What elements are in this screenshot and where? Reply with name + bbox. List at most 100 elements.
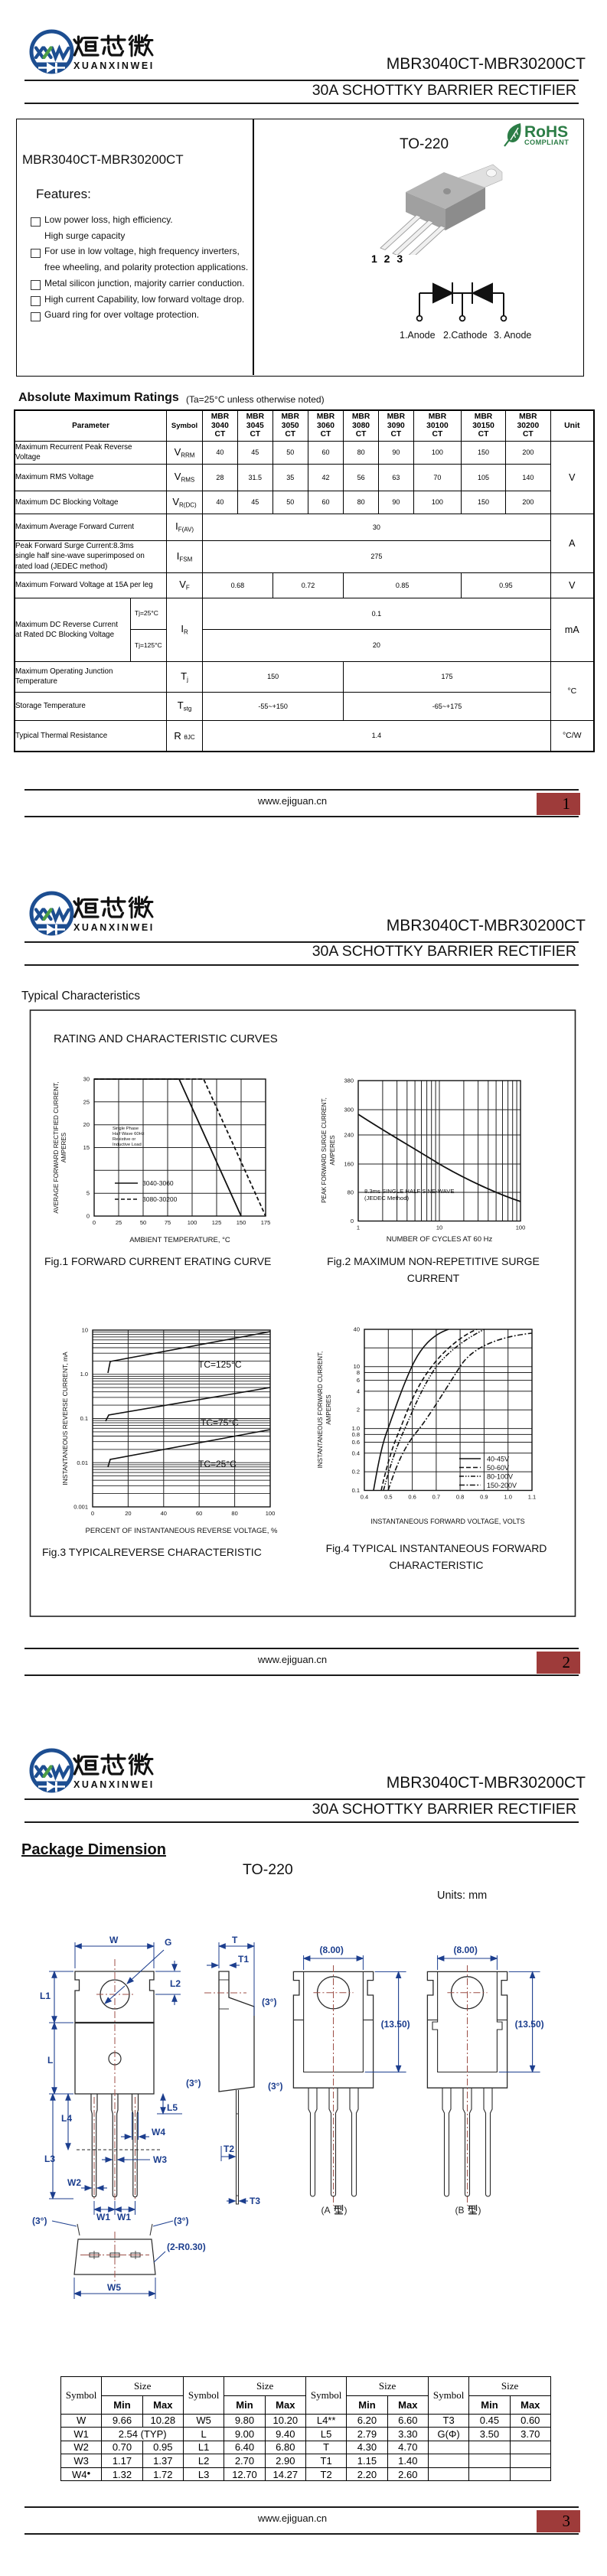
svg-text:25: 25 xyxy=(116,1219,122,1226)
svg-text:(13.50): (13.50) xyxy=(515,2019,544,2030)
svg-text:Half Wave 60Hz: Half Wave 60Hz xyxy=(113,1132,145,1136)
svg-text:Fig.2 MAXIMUM NON-REPETITIVE S: Fig.2 MAXIMUM NON-REPETITIVE SURGE xyxy=(327,1255,540,1267)
svg-text:W5: W5 xyxy=(107,2282,121,2293)
svg-text:(B: (B xyxy=(455,2205,465,2216)
svg-text:L5: L5 xyxy=(167,2102,178,2113)
svg-text:TC=25°C: TC=25°C xyxy=(198,1459,237,1469)
svg-text:Fig.1 FORWARD CURRENT ERATING: Fig.1 FORWARD CURRENT ERATING CURVE xyxy=(44,1255,271,1267)
svg-text:INSTANTANEOUS REVERSE CURRENT,: INSTANTANEOUS REVERSE CURRENT, mA xyxy=(61,1352,69,1485)
svg-text:T: T xyxy=(232,1935,238,1945)
svg-text:8.3ms SINGLE HALF SINE-WAVE: 8.3ms SINGLE HALF SINE-WAVE xyxy=(364,1188,454,1195)
svg-text:150: 150 xyxy=(237,1219,246,1226)
svg-text:CURRENT: CURRENT xyxy=(407,1272,460,1284)
svg-text:2: 2 xyxy=(357,1407,360,1414)
svg-text:(8.00): (8.00) xyxy=(320,1945,344,1955)
svg-text:0.9: 0.9 xyxy=(480,1494,488,1501)
svg-text:60: 60 xyxy=(196,1510,202,1517)
svg-text:AMPERES: AMPERES xyxy=(60,1133,67,1162)
svg-text:(A: (A xyxy=(321,2205,331,2216)
svg-text:W: W xyxy=(109,1935,119,1945)
svg-text:20: 20 xyxy=(83,1121,90,1128)
svg-text:XUANXINWEI: XUANXINWEI xyxy=(73,922,155,933)
svg-text:0.4: 0.4 xyxy=(361,1494,368,1501)
svg-text:175: 175 xyxy=(261,1219,271,1226)
svg-text:1.0: 1.0 xyxy=(504,1494,511,1501)
svg-text:1.0: 1.0 xyxy=(80,1371,88,1378)
svg-text:0.6: 0.6 xyxy=(408,1494,416,1501)
svg-text:L: L xyxy=(47,2055,53,2066)
svg-text:50-60V: 50-60V xyxy=(487,1464,509,1472)
svg-text:(8.00): (8.00) xyxy=(454,1945,478,1955)
svg-text:1.Anode: 1.Anode xyxy=(400,330,436,341)
svg-text:0.8: 0.8 xyxy=(352,1431,360,1438)
svg-text:0.1: 0.1 xyxy=(352,1487,360,1494)
svg-text:0: 0 xyxy=(351,1218,354,1224)
svg-text:40: 40 xyxy=(161,1510,167,1517)
svg-text:NUMBER OF CYCLES AT 60 Hz: NUMBER OF CYCLES AT 60 Hz xyxy=(387,1235,493,1244)
svg-text:4: 4 xyxy=(357,1387,360,1394)
svg-text:160: 160 xyxy=(344,1161,354,1168)
svg-text:2.Cathode: 2.Cathode xyxy=(443,330,488,341)
svg-text:AMBIENT TEMPERATURE, °C: AMBIENT TEMPERATURE, °C xyxy=(129,1236,230,1244)
svg-text:1.1: 1.1 xyxy=(528,1494,536,1501)
svg-text:10: 10 xyxy=(354,1363,360,1370)
svg-text:INSTANTANEOUS FORWARD VOLTAGE,: INSTANTANEOUS FORWARD VOLTAGE, VOLTS xyxy=(370,1518,524,1525)
svg-text:240: 240 xyxy=(344,1132,354,1139)
svg-text:RoHS: RoHS xyxy=(524,123,568,141)
svg-text:T1: T1 xyxy=(238,1954,249,1965)
svg-text:10: 10 xyxy=(436,1224,442,1231)
svg-text:Resistive or: Resistive or xyxy=(113,1137,135,1142)
svg-text:Single Phase: Single Phase xyxy=(113,1127,139,1131)
svg-text:30: 30 xyxy=(83,1076,90,1083)
svg-text:6: 6 xyxy=(357,1377,360,1384)
svg-text:AMPERES: AMPERES xyxy=(325,1394,332,1424)
svg-text:W2: W2 xyxy=(67,2177,81,2188)
svg-text:L3: L3 xyxy=(44,2154,55,2164)
svg-text:T2: T2 xyxy=(224,2144,234,2154)
svg-text:40-45V: 40-45V xyxy=(487,1456,509,1463)
svg-text:0.4: 0.4 xyxy=(352,1449,360,1456)
svg-text:(2-R0.30): (2-R0.30) xyxy=(167,2242,206,2252)
svg-text:G: G xyxy=(165,1937,171,1948)
svg-text:L2: L2 xyxy=(170,1978,181,1989)
svg-text:8: 8 xyxy=(357,1369,360,1376)
svg-text:0.001: 0.001 xyxy=(73,1504,88,1511)
svg-text:100: 100 xyxy=(188,1219,197,1226)
svg-text:1.0: 1.0 xyxy=(352,1425,360,1432)
svg-text:(3°): (3°) xyxy=(32,2216,47,2226)
svg-text:300: 300 xyxy=(344,1107,354,1114)
svg-text:L1: L1 xyxy=(40,1991,51,2001)
svg-text:TC=125°C: TC=125°C xyxy=(198,1359,242,1370)
svg-text:Fig.3 TYPICALREVERSE CHARACTER: Fig.3 TYPICALREVERSE CHARACTERISTIC xyxy=(42,1546,262,1558)
svg-text:50: 50 xyxy=(140,1219,146,1226)
svg-text:TC=75°C: TC=75°C xyxy=(201,1417,239,1428)
svg-text:0.7: 0.7 xyxy=(432,1494,440,1501)
svg-text:W3: W3 xyxy=(153,2154,167,2165)
svg-text:150-200V: 150-200V xyxy=(487,1482,517,1489)
svg-text:40: 40 xyxy=(354,1326,360,1333)
svg-text:100: 100 xyxy=(266,1510,276,1517)
svg-text:PERCENT OF INSTANTANEOUS REVER: PERCENT OF INSTANTANEOUS REVERSE VOLTAGE… xyxy=(86,1527,278,1535)
svg-text:0.01: 0.01 xyxy=(77,1459,88,1466)
svg-text:75: 75 xyxy=(165,1219,171,1226)
svg-text:(3°): (3°) xyxy=(268,2081,282,2092)
svg-text:RATING AND CHARACTERISTIC CURV: RATING AND CHARACTERISTIC CURVES xyxy=(54,1032,278,1045)
svg-text:0.5: 0.5 xyxy=(384,1494,392,1501)
svg-text:0.8: 0.8 xyxy=(456,1494,464,1501)
svg-text:): ) xyxy=(478,2205,481,2216)
svg-text:80-100V: 80-100V xyxy=(487,1473,513,1481)
svg-text:100: 100 xyxy=(516,1224,526,1231)
svg-text:0.2: 0.2 xyxy=(352,1469,360,1475)
svg-text:(JEDEC Method): (JEDEC Method) xyxy=(364,1195,410,1202)
svg-text:W1: W1 xyxy=(96,2212,110,2222)
svg-text:(3°): (3°) xyxy=(186,2078,201,2089)
svg-text:0.6: 0.6 xyxy=(352,1439,360,1446)
svg-text:125: 125 xyxy=(212,1219,222,1226)
svg-text:): ) xyxy=(344,2205,348,2216)
svg-text:0: 0 xyxy=(93,1219,96,1226)
svg-text:10: 10 xyxy=(82,1327,88,1334)
svg-text:W1: W1 xyxy=(117,2212,131,2222)
svg-text:AMPERES: AMPERES xyxy=(329,1135,336,1165)
svg-text:(13.50): (13.50) xyxy=(381,2019,410,2030)
svg-text:(3°): (3°) xyxy=(262,1997,276,2007)
